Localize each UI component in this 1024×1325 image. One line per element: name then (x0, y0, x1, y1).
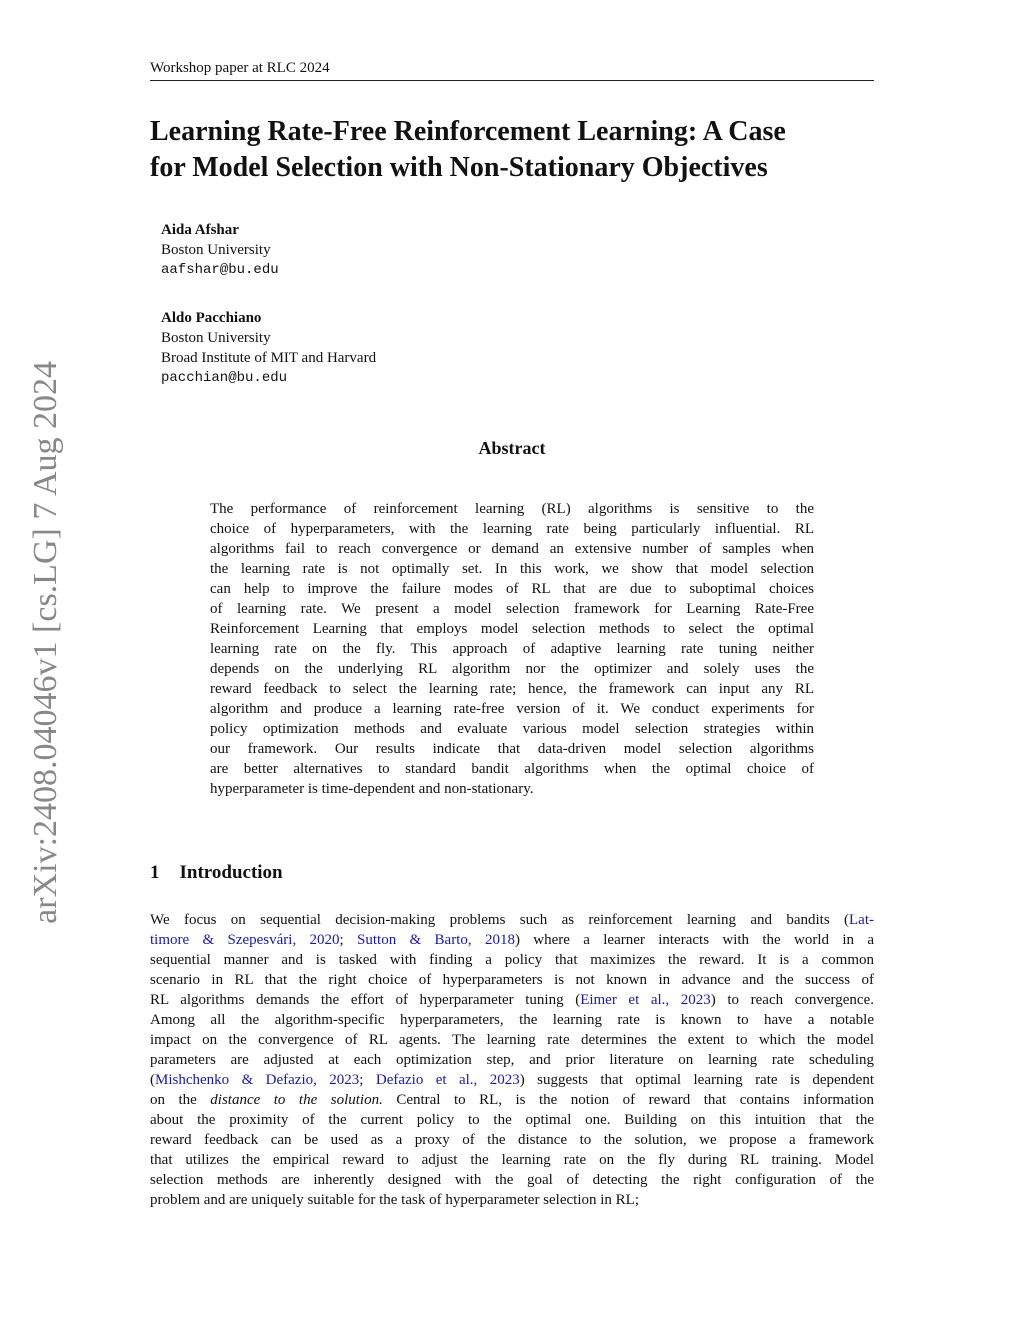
paragraph-line: Among all the algorithm-specific hyperpa… (150, 1010, 874, 1030)
text-span: ) to reach convergence. (710, 992, 874, 1008)
abstract-line: can help to improve the failure modes of… (210, 581, 814, 597)
text-span: on the (150, 1092, 211, 1108)
section-heading: 1 Introduction (150, 861, 283, 885)
text-span: problem and are uniquely suitable for th… (150, 1192, 640, 1208)
paragraph-line: We focus on sequential decision-making p… (150, 910, 874, 930)
abstract-line: choice of hyperparameters, with the lear… (210, 521, 814, 537)
paragraph-line: (Mishchenko & Defazio, 2023; Defazio et … (150, 1070, 874, 1090)
section-title: Introduction (179, 862, 283, 883)
emphasis-text: distance to the solution. (210, 1092, 383, 1108)
paragraph-line: reward feedback can be used as a proxy o… (150, 1130, 874, 1150)
abstract-line: are better alternatives to standard band… (210, 761, 814, 777)
text-span: RL algorithms demands the effort of hype… (150, 992, 581, 1008)
text-span: ) suggests that optimal learning rate is… (519, 1072, 875, 1088)
title-line: for Model Selection with Non-Stationary … (150, 152, 768, 183)
author-email: aafshar@bu.edu (161, 262, 279, 278)
citation-link[interactable]: Defazio et al., 2023 (375, 1072, 520, 1088)
author-affiliation: Boston University (161, 242, 271, 258)
abstract-line: learning rate on the fly. This approach … (210, 641, 814, 657)
text-span: ( (150, 1072, 155, 1088)
author-block: Aldo Pacchiano Boston University Broad I… (161, 308, 376, 388)
citation-link[interactable]: timore & Szepesvári, 2020 (150, 932, 340, 948)
abstract-line: The performance of reinforcement learnin… (210, 501, 814, 517)
abstract-line: policy optimization methods and evaluate… (210, 721, 814, 737)
title-line: Learning Rate-Free Reinforcement Learnin… (150, 116, 786, 147)
text-span: Central to RL, is the notion of reward t… (382, 1092, 874, 1108)
paper-title: Learning Rate-Free Reinforcement Learnin… (150, 114, 880, 186)
abstract-line: our framework. Our results indicate that… (210, 741, 814, 757)
citation-link[interactable]: Sutton & Barto, 2018 (357, 932, 515, 948)
text-span: parameters are adjusted at each optimiza… (150, 1052, 874, 1068)
author-name: Aldo Pacchiano (161, 310, 262, 326)
text-span: ; (339, 932, 358, 948)
paragraph-line: scenario in RL that the right choice of … (150, 970, 874, 990)
text-span: We focus on sequential decision-making p… (150, 912, 850, 928)
abstract-line: of learning rate. We present a model sel… (210, 601, 814, 617)
text-span: Among all the algorithm-specific hyperpa… (150, 1012, 874, 1028)
author-email: pacchian@bu.edu (161, 370, 288, 386)
abstract-line: the learning rate is not optimally set. … (210, 561, 814, 577)
running-header: Workshop paper at RLC 2024 (150, 60, 330, 76)
author-affiliation: Broad Institute of MIT and Harvard (161, 350, 377, 366)
text-span: sequential manner and is tasked with fin… (150, 952, 874, 968)
author-name: Aida Afshar (161, 222, 239, 238)
text-span: reward feedback can be used as a proxy o… (150, 1132, 874, 1148)
abstract-line: reward feedback to select the learning r… (210, 681, 814, 697)
citation-link[interactable]: Mishchenko & Defazio, 2023 (155, 1072, 360, 1088)
paragraph-line: sequential manner and is tasked with fin… (150, 950, 874, 970)
abstract-line: algorithm and produce a learning rate-fr… (210, 701, 814, 717)
author-affiliation: Boston University (161, 330, 271, 346)
abstract-line: depends on the underlying RL algorithm n… (210, 661, 814, 677)
paragraph-line: impact on the convergence of RL agents. … (150, 1030, 874, 1050)
paragraph-line: on the distance to the solution. Central… (150, 1090, 874, 1110)
paragraph-line: selection methods are inherently designe… (150, 1170, 874, 1190)
abstract-heading: Abstract (478, 438, 546, 458)
text-span: scenario in RL that the right choice of … (150, 972, 874, 988)
paragraph-line: problem and are uniquely suitable for th… (150, 1190, 874, 1210)
text-span: that utilizes the empirical reward to ad… (150, 1152, 874, 1168)
author-block: Aida Afshar Boston University aafshar@bu… (161, 220, 279, 280)
citation-link[interactable]: Eimer et al., 2023 (580, 992, 711, 1008)
text-span: impact on the convergence of RL agents. … (150, 1032, 874, 1048)
section-number: 1 (150, 862, 160, 883)
abstract-line: Reinforcement Learning that employs mode… (210, 621, 814, 637)
paragraph-line: RL algorithms demands the effort of hype… (150, 990, 874, 1010)
paragraph-line: that utilizes the empirical reward to ad… (150, 1150, 874, 1170)
text-span: ) where a learner interacts with the wor… (514, 932, 874, 948)
paragraph-line: about the proximity of the current polic… (150, 1110, 874, 1130)
text-span: about the proximity of the current polic… (150, 1112, 874, 1128)
abstract-line: algorithms fail to reach convergence or … (210, 541, 814, 557)
header-rule (150, 80, 874, 81)
citation-link[interactable]: Lat- (849, 912, 874, 928)
paragraph-line: parameters are adjusted at each optimiza… (150, 1050, 874, 1070)
paragraph-line: timore & Szepesvári, 2020; Sutton & Bart… (150, 930, 874, 950)
text-span: selection methods are inherently designe… (150, 1172, 874, 1188)
text-span: ; (359, 1072, 376, 1088)
abstract-line: hyperparameter is time-dependent and non… (210, 781, 534, 797)
